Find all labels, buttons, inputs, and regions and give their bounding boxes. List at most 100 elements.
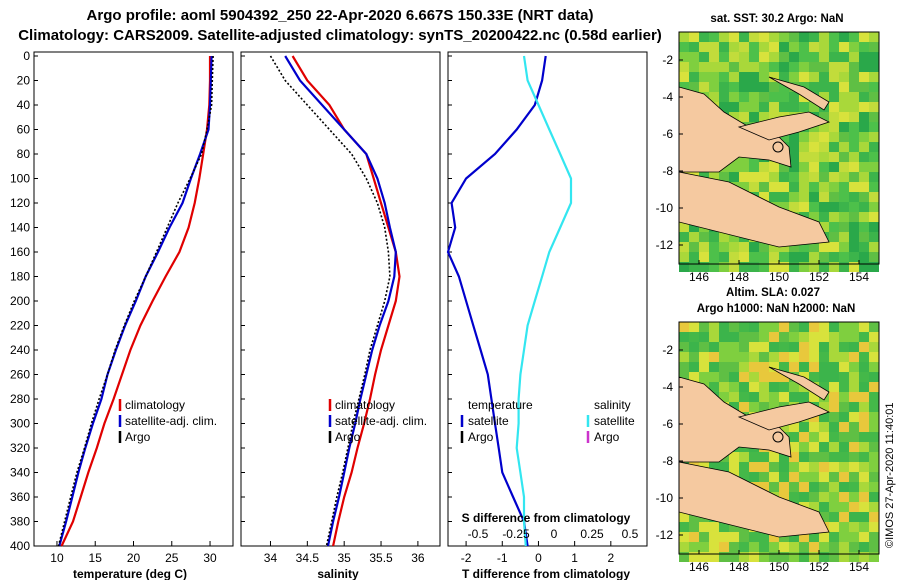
ocean-cell	[739, 382, 749, 392]
ocean-cell	[849, 122, 859, 132]
ocean-cell	[789, 452, 799, 462]
ocean-cell	[829, 462, 839, 472]
ocean-cell	[809, 452, 819, 462]
x-tick-label: 35	[338, 551, 352, 565]
ocean-cell	[739, 342, 749, 352]
ocean-cell	[799, 72, 809, 82]
ocean-cell	[839, 512, 849, 522]
ocean-cell	[689, 222, 699, 232]
ocean-cell	[809, 242, 819, 252]
ocean-cell	[719, 352, 729, 362]
ocean-cell	[819, 42, 829, 52]
map-y-tick-label: -4	[662, 90, 673, 104]
ocean-cell	[789, 252, 799, 262]
ocean-cell	[709, 42, 719, 52]
ocean-cell	[819, 552, 829, 562]
ocean-cell	[739, 462, 749, 472]
ocean-cell	[769, 92, 779, 102]
depth-tick-label: 20	[17, 74, 31, 88]
ocean-cell	[809, 462, 819, 472]
ocean-cell	[869, 232, 879, 242]
ocean-cell	[739, 182, 749, 192]
ocean-cell	[769, 242, 779, 252]
ocean-cell	[829, 402, 839, 412]
ocean-cell	[869, 182, 879, 192]
ocean-cell	[689, 362, 699, 372]
ocean-cell	[859, 252, 869, 262]
ocean-cell	[859, 542, 869, 552]
ocean-cell	[809, 32, 819, 42]
ocean-cell	[719, 42, 729, 52]
depth-tick-label: 280	[10, 392, 30, 406]
ocean-cell	[849, 372, 859, 382]
ocean-cell	[829, 342, 839, 352]
ocean-cell	[849, 222, 859, 232]
depth-tick-label: 100	[10, 172, 30, 186]
ocean-cell	[829, 392, 839, 402]
ocean-cell	[819, 532, 829, 542]
ocean-cell	[859, 262, 869, 272]
ocean-cell	[819, 62, 829, 72]
ocean-cell	[859, 212, 869, 222]
ocean-cell	[769, 482, 779, 492]
ocean-cell	[859, 502, 869, 512]
ocean-cell	[759, 382, 769, 392]
ocean-cell	[819, 472, 829, 482]
ocean-cell	[819, 432, 829, 442]
ocean-cell	[839, 362, 849, 372]
ocean-cell	[829, 352, 839, 362]
ocean-cell	[849, 172, 859, 182]
ocean-cell	[779, 182, 789, 192]
ocean-cell	[859, 422, 869, 432]
ocean-cell	[859, 242, 869, 252]
ocean-cell	[819, 412, 829, 422]
ocean-cell	[859, 52, 869, 62]
ocean-cell	[839, 462, 849, 472]
ocean-cell	[719, 552, 729, 562]
map-y-tick-label: -10	[656, 491, 674, 505]
ocean-cell	[819, 462, 829, 472]
ocean-cell	[779, 242, 789, 252]
ocean-cell	[869, 432, 879, 442]
ocean-cell	[869, 502, 879, 512]
ocean-cell	[739, 402, 749, 412]
ocean-cell	[779, 472, 789, 482]
ocean-cell	[869, 512, 879, 522]
ocean-cell	[859, 342, 869, 352]
ocean-cell	[769, 192, 779, 202]
ocean-cell	[689, 342, 699, 352]
ocean-cell	[809, 162, 819, 172]
ocean-cell	[799, 182, 809, 192]
ocean-cell	[779, 62, 789, 72]
ocean-cell	[699, 52, 709, 62]
ocean-cell	[809, 42, 819, 52]
ocean-cell	[829, 322, 839, 332]
salinity-panel	[240, 51, 441, 547]
ocean-cell	[869, 122, 879, 132]
ocean-cell	[769, 262, 779, 272]
ocean-cell	[809, 482, 819, 492]
x-tick-label: 2	[607, 551, 614, 565]
ocean-cell	[869, 522, 879, 532]
ocean-cell	[779, 392, 789, 402]
ocean-cell	[809, 192, 819, 202]
ocean-cell	[759, 182, 769, 192]
ocean-cell	[809, 392, 819, 402]
ocean-cell	[719, 62, 729, 72]
ocean-cell	[789, 32, 799, 42]
ocean-cell	[679, 62, 689, 72]
ocean-cell	[859, 392, 869, 402]
ocean-cell	[859, 472, 869, 482]
ocean-cell	[839, 192, 849, 202]
ocean-cell	[759, 162, 769, 172]
ocean-cell	[699, 242, 709, 252]
ocean-cell	[859, 202, 869, 212]
ocean-cell	[799, 52, 809, 62]
depth-tick-label: 40	[17, 98, 31, 112]
s-tick-label: -0.5	[468, 527, 489, 541]
map-y-tick-label: -12	[656, 238, 674, 252]
ocean-cell	[809, 142, 819, 152]
ocean-cell	[819, 142, 829, 152]
ocean-cell	[719, 102, 729, 112]
